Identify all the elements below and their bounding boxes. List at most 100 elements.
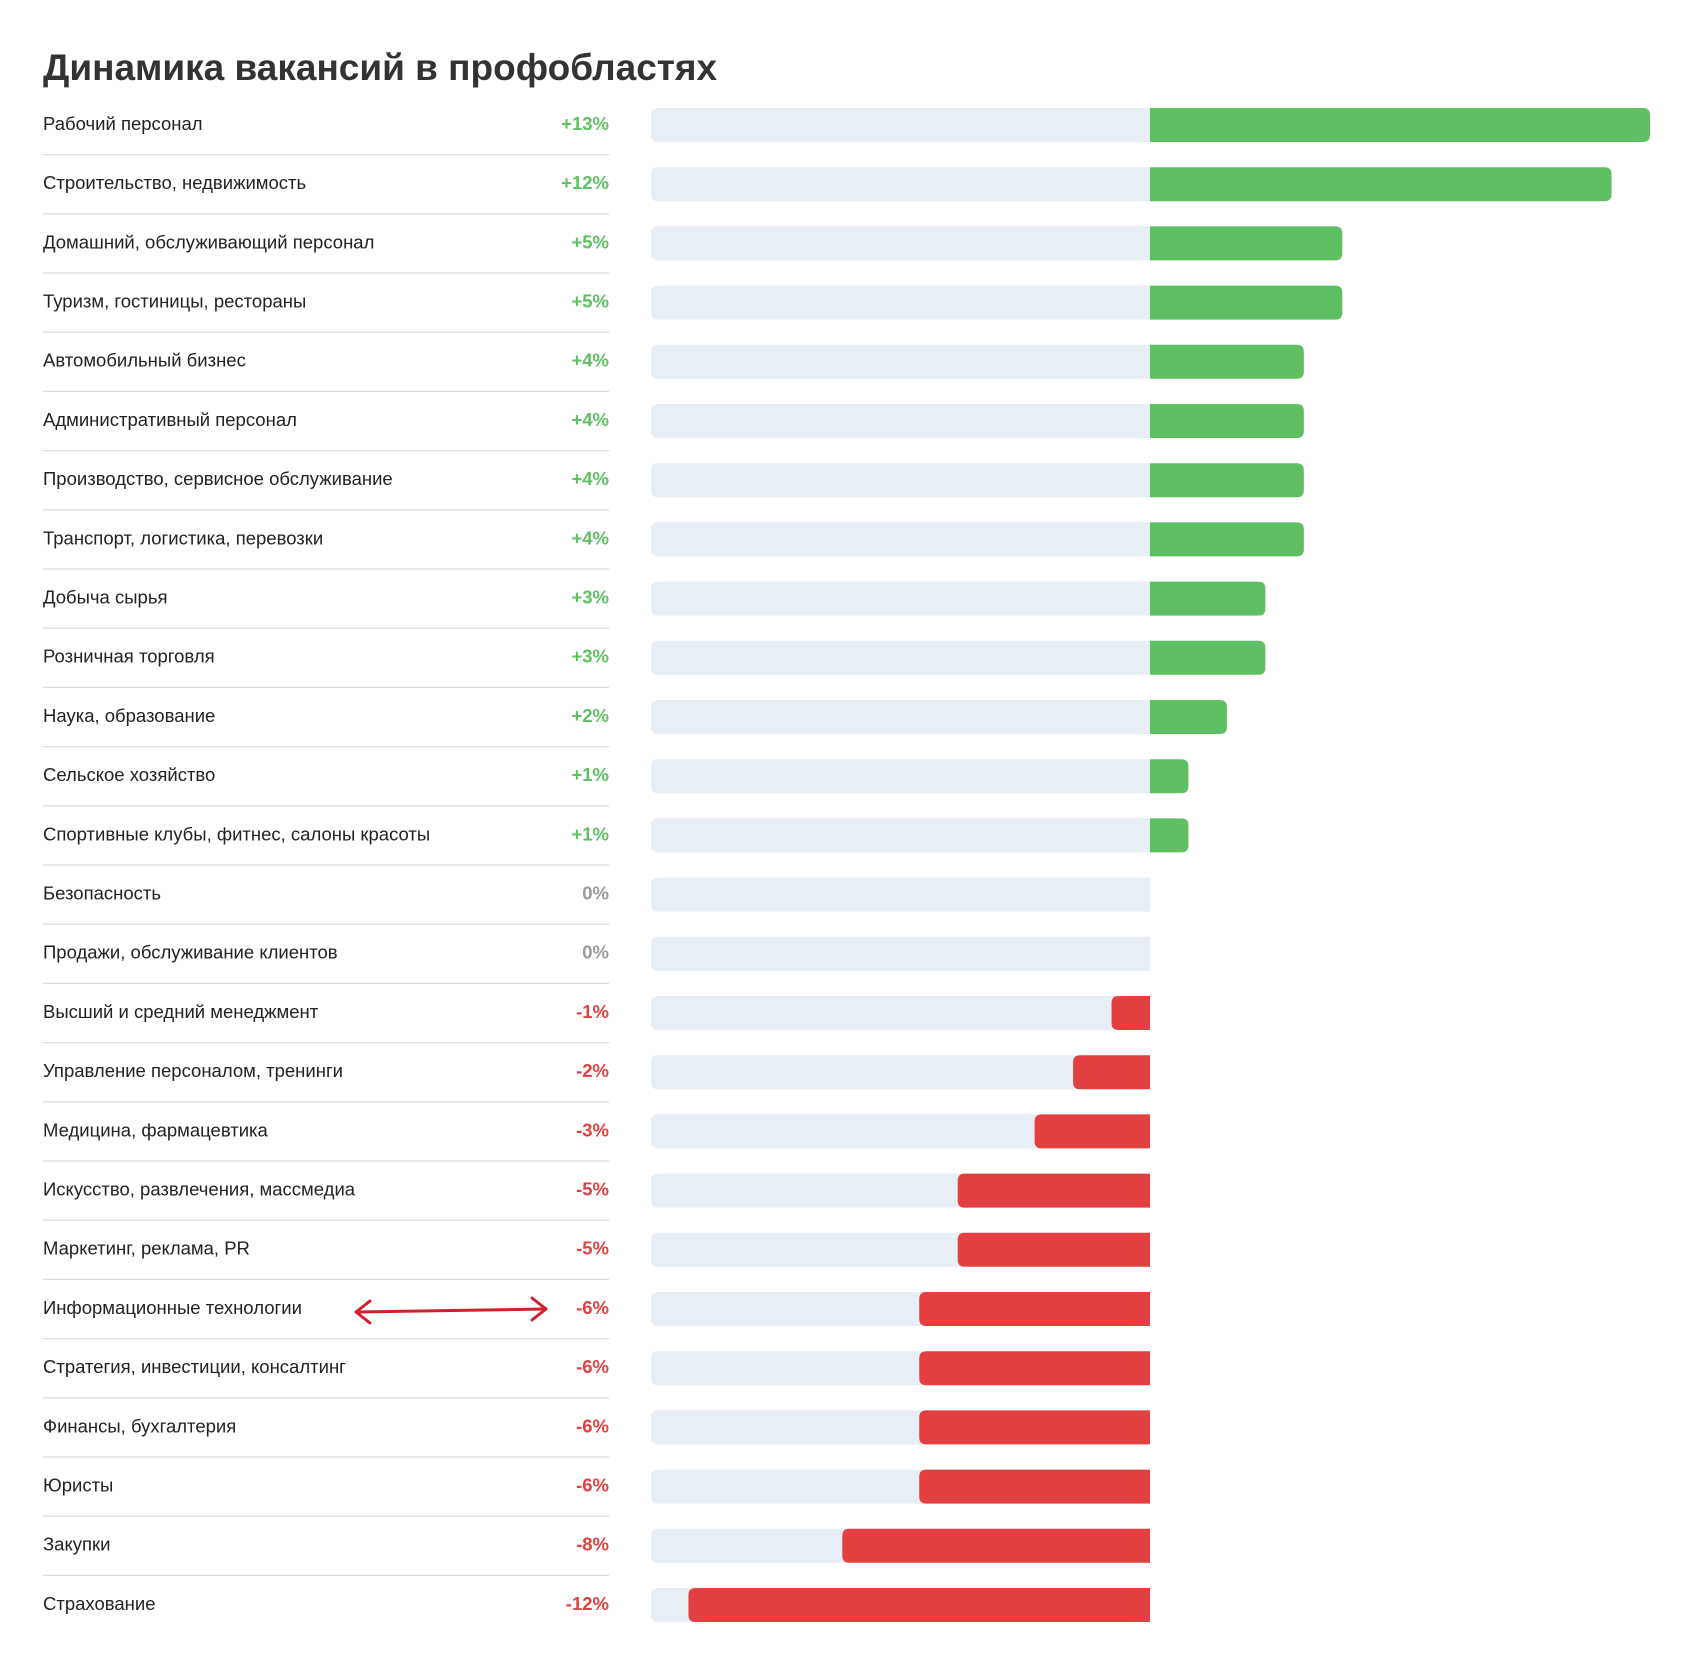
value-label: -6% [576, 1356, 609, 1377]
category-label: Медицина, фармацевтика [43, 1119, 269, 1140]
value-label: -6% [576, 1474, 609, 1495]
category-label: Искусство, развлечения, массмедиа [43, 1178, 356, 1199]
bar-track [651, 581, 1150, 616]
value-label: +3% [571, 586, 609, 607]
category-label: Домашний, обслуживающий персонал [43, 231, 374, 252]
bar-track [651, 522, 1150, 557]
category-label: Строительство, недвижимость [43, 172, 306, 193]
bar-track [651, 404, 1150, 438]
bar [957, 1173, 1150, 1208]
value-label: +5% [571, 231, 609, 252]
chart-title: Динамика вакансий в профобластях [43, 47, 718, 88]
bar [1034, 1114, 1150, 1149]
bar-track [651, 936, 1150, 971]
category-label: Управление персоналом, тренинги [43, 1060, 343, 1081]
value-label: -6% [576, 1297, 609, 1318]
bar-track [651, 226, 1150, 261]
category-label: Административный персонал [43, 409, 297, 430]
category-label: Автомобильный бизнес [43, 350, 246, 371]
bar [1111, 996, 1150, 1030]
bar [1150, 404, 1304, 438]
bar [842, 1528, 1150, 1563]
bar-track [651, 700, 1150, 734]
bar-track [651, 344, 1150, 379]
category-label: Сельское хозяйство [43, 764, 215, 785]
value-label: +13% [561, 113, 609, 134]
bar [1073, 1055, 1150, 1090]
value-label: +1% [571, 764, 609, 785]
bar [919, 1292, 1150, 1326]
value-label: -12% [566, 1593, 609, 1614]
category-label: Закупки [43, 1534, 110, 1555]
category-label: Розничная торговля [43, 646, 215, 667]
category-label: Финансы, бухгалтерия [43, 1415, 236, 1436]
bar-track [651, 877, 1150, 912]
value-label: -6% [576, 1415, 609, 1436]
category-label: Продажи, обслуживание клиентов [43, 942, 338, 963]
value-label: -8% [576, 1534, 609, 1555]
arrow-head-right [530, 1296, 548, 1322]
bar [1150, 581, 1266, 616]
category-label: Безопасность [43, 882, 161, 903]
bar [1150, 285, 1343, 320]
category-label: Маркетинг, реклама, PR [43, 1238, 250, 1259]
value-label: 0% [582, 882, 609, 903]
category-label: Высший и средний менеджмент [43, 1001, 319, 1022]
bar-track [651, 463, 1150, 498]
bar [1150, 226, 1343, 261]
category-label: Транспорт, логистика, перевозки [43, 527, 323, 548]
bar [1150, 818, 1189, 853]
category-label: Добыча сырья [43, 586, 167, 607]
bar-track [651, 285, 1150, 320]
bar-track [651, 1114, 1150, 1149]
bar [1150, 344, 1304, 379]
bar-track [651, 640, 1150, 675]
bar-track [651, 996, 1150, 1030]
bar [957, 1232, 1150, 1267]
arrow-head-left [354, 1299, 372, 1325]
category-label: Информационные технологии [43, 1297, 302, 1318]
value-label: +3% [571, 646, 609, 667]
category-label: Спортивные клубы, фитнес, салоны красоты [43, 823, 430, 844]
category-label: Наука, образование [43, 705, 215, 726]
category-label: Туризм, гостиницы, рестораны [43, 290, 306, 311]
bar-track [651, 167, 1150, 202]
value-label: -2% [576, 1060, 609, 1081]
bar [919, 1351, 1150, 1386]
value-label: +4% [571, 468, 609, 489]
value-label: -5% [576, 1238, 609, 1259]
bar [919, 1410, 1150, 1445]
value-label: +4% [571, 350, 609, 371]
value-label: +2% [571, 705, 609, 726]
bar-track [651, 818, 1150, 853]
value-label: +1% [571, 823, 609, 844]
bar [1150, 759, 1189, 794]
value-label: -5% [576, 1178, 609, 1199]
bar [1150, 167, 1612, 202]
value-label: -3% [576, 1119, 609, 1140]
arrow-shaft [354, 1307, 548, 1314]
annotation-arrow [354, 1296, 548, 1325]
bar [1150, 463, 1304, 498]
bar-track [651, 108, 1150, 142]
bar [1150, 640, 1266, 675]
category-label: Стратегия, инвестиции, консалтинг [43, 1356, 346, 1377]
bar [919, 1469, 1150, 1504]
bar [688, 1588, 1150, 1622]
value-label: +5% [571, 290, 609, 311]
category-label: Юристы [43, 1474, 113, 1495]
value-label: 0% [582, 942, 609, 963]
value-label: +4% [571, 527, 609, 548]
bar-track [651, 759, 1150, 794]
category-label: Производство, сервисное обслуживание [43, 468, 393, 489]
category-label: Рабочий персонал [43, 113, 203, 134]
value-label: +12% [561, 172, 609, 193]
bar [1150, 522, 1304, 557]
bar [1150, 700, 1227, 734]
bar-track [651, 1055, 1150, 1090]
bar [1150, 108, 1650, 142]
value-label: -1% [576, 1001, 609, 1022]
value-label: +4% [571, 409, 609, 430]
